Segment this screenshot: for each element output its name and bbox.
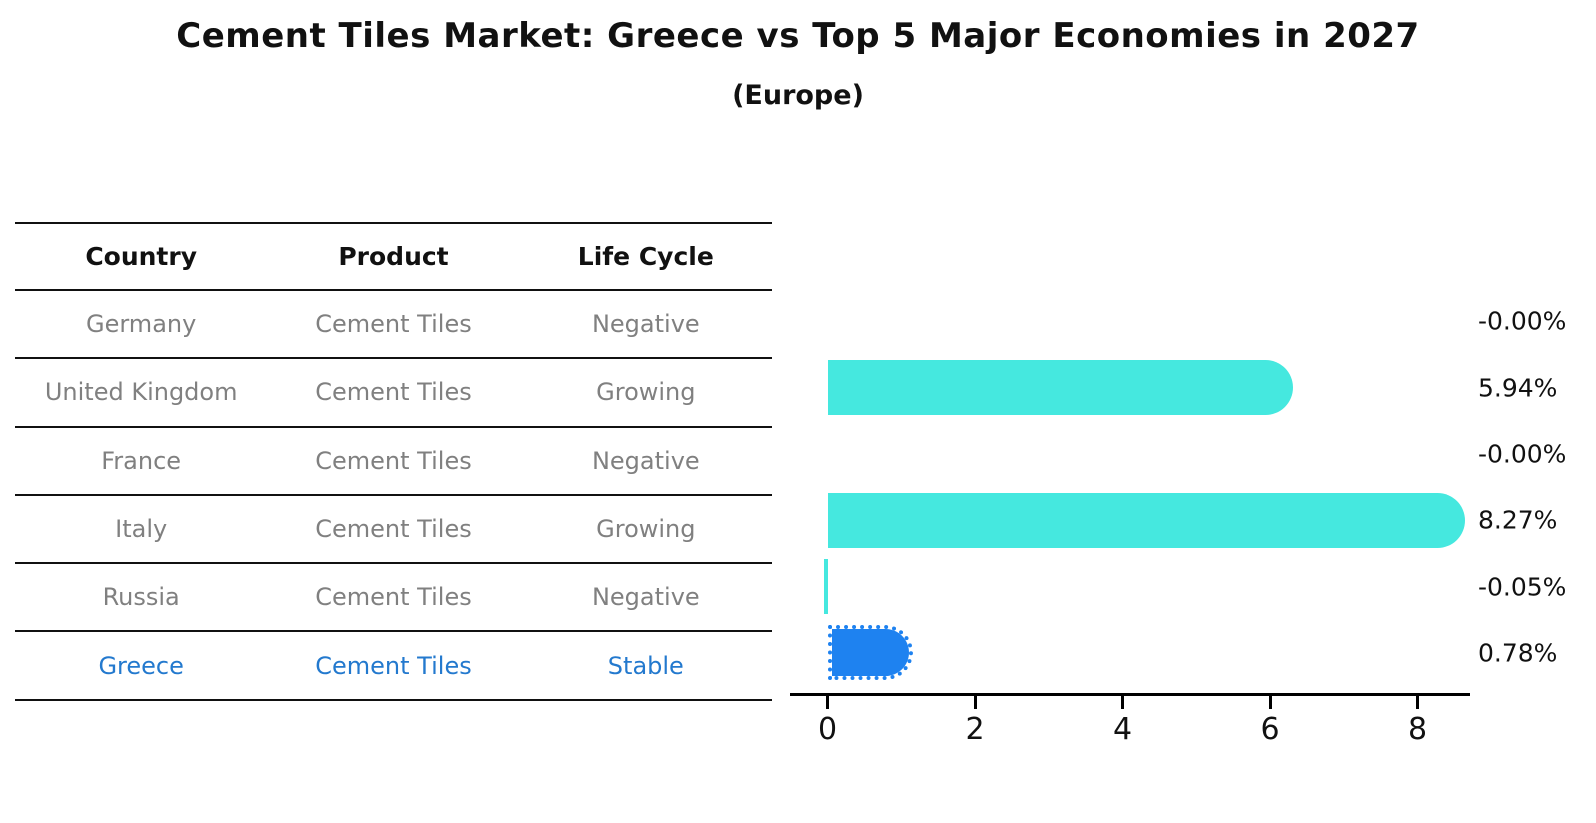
table-row-greece: Greece Cement Tiles Stable [15,632,772,701]
cell-country: Greece [98,651,184,680]
chart-subtitle: (Europe) [732,80,864,111]
x-axis [790,693,1470,696]
x-tick-mark-6 [1268,696,1272,709]
bar-italy [827,492,1465,548]
cell-product: Cement Tiles [315,583,472,612]
cell-product: Cement Tiles [315,515,472,544]
cell-product: Cement Tiles [315,310,472,339]
table-row-italy: Italy Cement Tiles Growing [15,496,772,565]
value-label-france: -0.00% [1478,439,1567,469]
comparison-table: Country Product Life Cycle Germany Cemen… [15,222,772,701]
value-label-greece: 0.78% [1478,638,1558,668]
bar-greece [827,625,913,681]
cell-life-cycle: Negative [591,583,700,612]
table-row-united-kingdom: United Kingdom Cement Tiles Growing [15,359,772,428]
x-tick-label-4: 4 [1112,712,1133,747]
cell-life-cycle: Negative [591,446,700,475]
value-label-italy: 8.27% [1478,505,1558,535]
x-tick-mark-2 [973,696,977,709]
cell-product: Cement Tiles [315,651,472,680]
x-tick-label-2: 2 [965,712,985,747]
x-tick-label-8: 8 [1407,712,1428,747]
cell-life-cycle: Growing [596,515,696,544]
x-tick-mark-4 [1121,696,1124,709]
column-header-country: Country [85,242,198,271]
cell-life-cycle: Stable [607,651,684,680]
cell-country: Germany [86,310,197,339]
cell-country: Italy [115,515,168,544]
x-tick-label-0: 0 [817,712,838,747]
column-header-life-cycle: Life Cycle [577,242,714,271]
x-tick-mark-8 [1416,696,1419,709]
x-tick-label-6: 6 [1260,712,1280,747]
cell-life-cycle: Growing [596,378,696,407]
chart-title: Cement Tiles Market: Greece vs Top 5 Maj… [176,16,1420,56]
cell-product: Cement Tiles [315,446,472,475]
table-row-russia: Russia Cement Tiles Negative [15,564,772,633]
value-label-united-kingdom: 5.94% [1478,373,1558,403]
cell-life-cycle: Negative [591,310,700,339]
cell-country: France [101,446,182,475]
bar-russia [823,559,828,614]
column-header-product: Product [338,242,449,271]
table-row-france: France Cement Tiles Negative [15,428,772,496]
table-header-row: Country Product Life Cycle [15,224,772,291]
bar-united-kingdom [827,360,1294,416]
x-tick-mark-0 [826,696,829,709]
cell-country: Russia [102,583,180,612]
cell-country: United Kingdom [44,378,238,407]
cell-product: Cement Tiles [315,378,472,407]
table-row-germany: Germany Cement Tiles Negative [15,291,772,360]
value-label-germany: -0.00% [1478,306,1567,336]
value-label-russia: -0.05% [1478,572,1567,601]
